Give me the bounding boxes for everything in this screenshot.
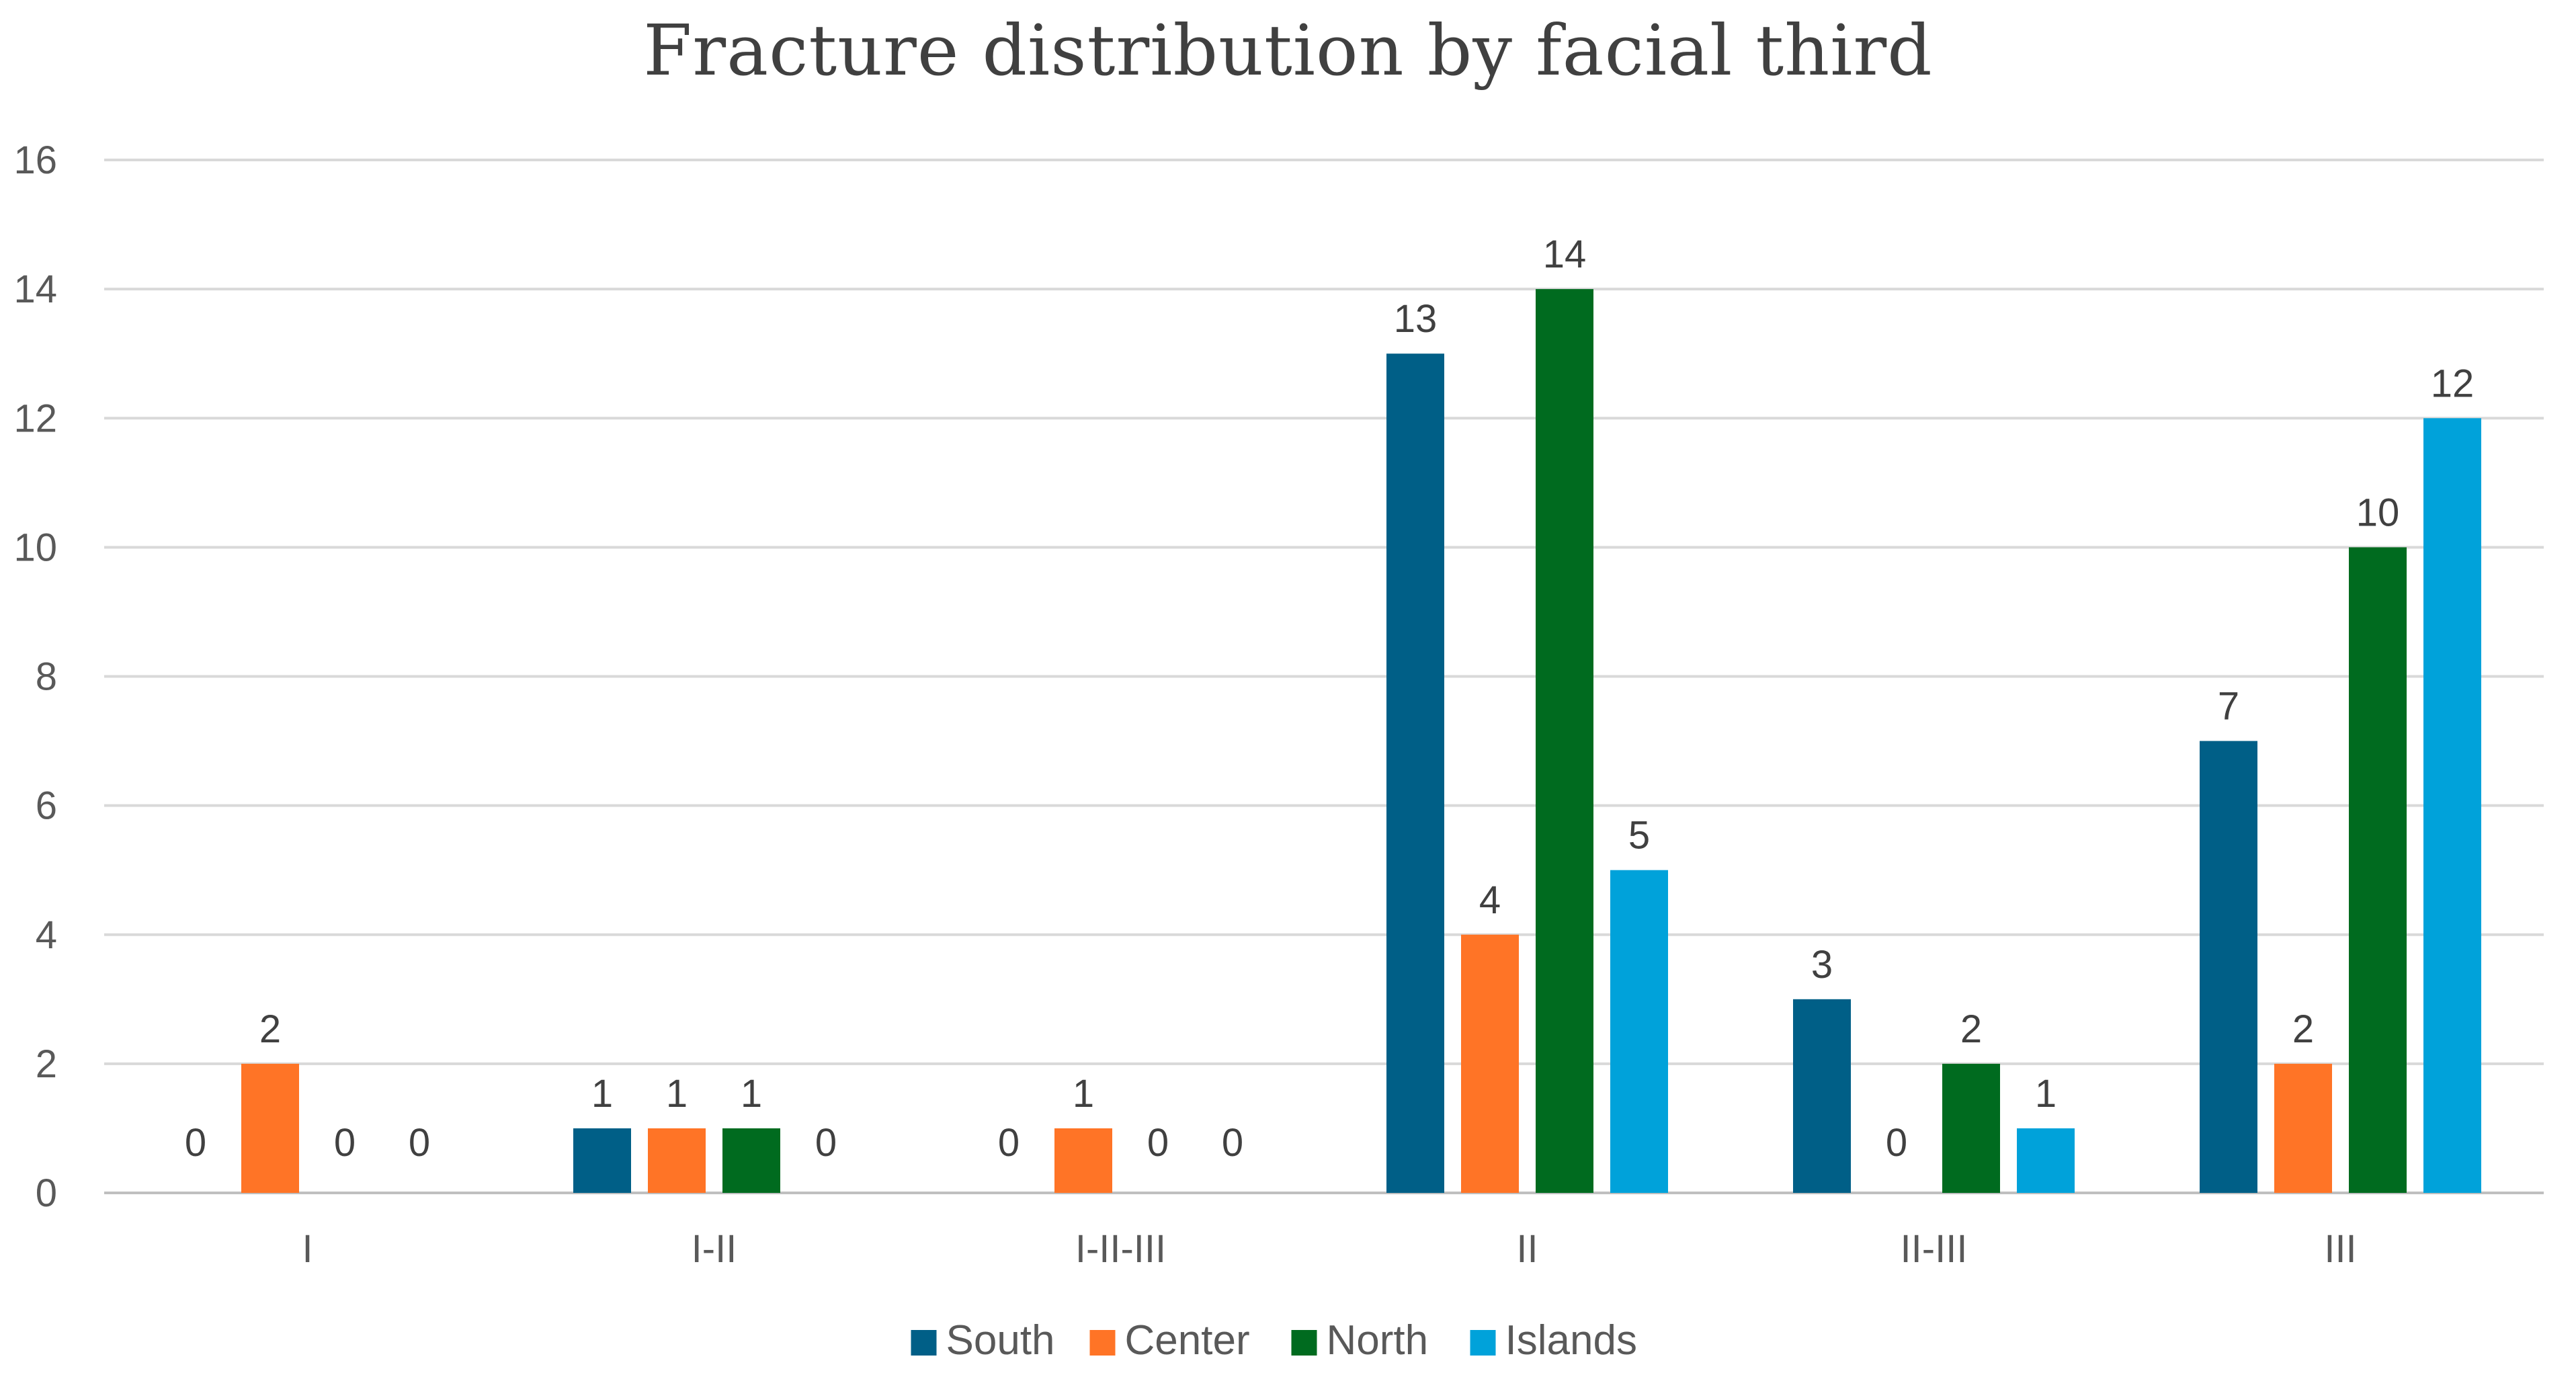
x-axis: I I-II I-II-III II II-III III xyxy=(302,1227,2356,1271)
data-label: 0 xyxy=(409,1121,430,1165)
y-tick-label: 0 xyxy=(36,1171,57,1215)
bars xyxy=(241,289,2481,1193)
data-label: 0 xyxy=(998,1121,1020,1165)
bar-south-ii-iii xyxy=(1793,999,1851,1193)
legend-item-north: North xyxy=(1291,1317,1429,1364)
data-label: 2 xyxy=(1960,1007,1982,1051)
data-label: 0 xyxy=(1886,1121,1907,1165)
data-label: 1 xyxy=(666,1072,688,1116)
bar-center-i-ii-iii xyxy=(1054,1128,1112,1193)
x-tick-label: I-II xyxy=(692,1227,737,1271)
y-tick-label: 2 xyxy=(36,1042,57,1086)
data-label: 3 xyxy=(1811,943,1833,987)
bar-center-i-ii xyxy=(648,1128,706,1193)
data-label: 7 xyxy=(2218,685,2239,729)
y-axis: 0 2 4 6 8 10 12 14 16 xyxy=(13,138,57,1215)
legend-swatch xyxy=(1470,1330,1496,1356)
bar-center-i xyxy=(241,1063,299,1193)
bar-islands-ii-iii xyxy=(2017,1128,2075,1193)
data-label: 1 xyxy=(741,1072,762,1116)
data-label: 2 xyxy=(2292,1007,2314,1051)
x-tick-label: II-III xyxy=(1901,1227,1968,1271)
bar-south-i-ii xyxy=(573,1128,631,1193)
y-tick-label: 6 xyxy=(36,784,57,828)
data-label: 2 xyxy=(259,1007,281,1051)
bar-islands-ii xyxy=(1610,870,1668,1193)
legend-label: Center xyxy=(1125,1317,1250,1364)
x-tick-label: III xyxy=(2324,1227,2356,1271)
bar-islands-iii xyxy=(2423,418,2481,1193)
legend-swatch xyxy=(1291,1330,1317,1356)
data-label: 0 xyxy=(1222,1121,1243,1165)
data-label: 1 xyxy=(1073,1072,1094,1116)
legend-swatch xyxy=(911,1330,937,1356)
bar-north-ii xyxy=(1536,289,1593,1193)
bar-south-iii xyxy=(2200,741,2257,1193)
data-label: 0 xyxy=(1147,1121,1169,1165)
legend-item-center: Center xyxy=(1089,1317,1250,1364)
x-tick-label: I xyxy=(302,1227,313,1271)
data-label: 12 xyxy=(2431,362,2475,405)
bar-north-iii xyxy=(2349,547,2407,1193)
data-label: 5 xyxy=(1628,814,1650,858)
legend-label: North xyxy=(1327,1317,1429,1364)
gridlines xyxy=(104,159,2544,1194)
x-tick-label: I-II-III xyxy=(1075,1227,1166,1271)
bar-south-ii xyxy=(1386,353,1444,1193)
data-label: 0 xyxy=(334,1121,356,1165)
y-tick-label: 8 xyxy=(36,655,57,699)
legend-item-islands: Islands xyxy=(1470,1317,1637,1364)
data-label: 13 xyxy=(1394,297,1438,341)
legend: South Center North Islands xyxy=(911,1317,1637,1364)
y-tick-label: 12 xyxy=(13,397,57,440)
y-tick-label: 4 xyxy=(36,913,57,957)
legend-item-south: South xyxy=(911,1317,1055,1364)
bar-north-ii-iii xyxy=(1942,1063,2000,1193)
legend-label: Islands xyxy=(1505,1317,1637,1364)
data-label: 0 xyxy=(185,1121,206,1165)
data-label: 4 xyxy=(1479,878,1501,922)
data-label: 0 xyxy=(815,1121,837,1165)
chart-title: Fracture distribution by facial third xyxy=(643,9,1933,91)
y-tick-label: 14 xyxy=(13,267,57,311)
data-label: 10 xyxy=(2356,491,2400,534)
bar-center-iii xyxy=(2274,1063,2332,1193)
data-label: 1 xyxy=(591,1072,613,1116)
bar-north-i-ii xyxy=(722,1128,780,1193)
legend-label: South xyxy=(946,1317,1055,1364)
x-tick-label: II xyxy=(1516,1227,1538,1271)
legend-swatch xyxy=(1089,1330,1116,1356)
data-label: 14 xyxy=(1543,233,1587,276)
data-label: 1 xyxy=(2035,1072,2056,1116)
bar-center-ii xyxy=(1461,934,1519,1193)
y-tick-label: 16 xyxy=(13,138,57,182)
y-tick-label: 10 xyxy=(13,526,57,569)
